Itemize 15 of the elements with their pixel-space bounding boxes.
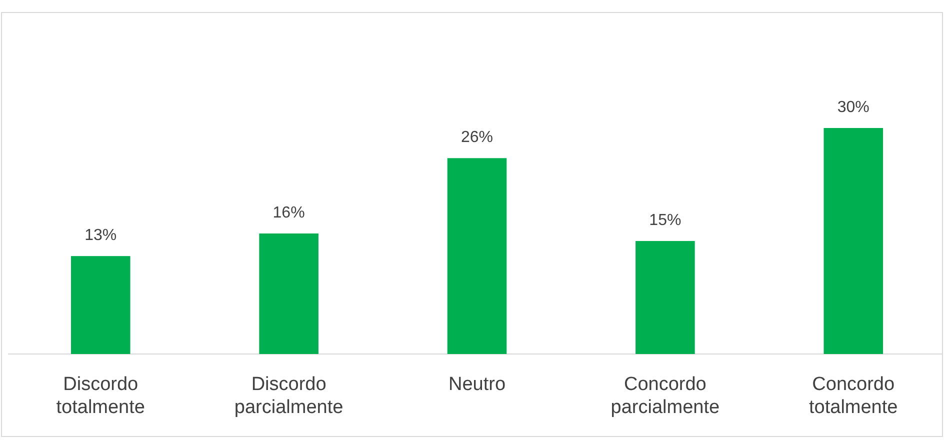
x-tick-label: Discordo totalmente [56,374,145,418]
data-label: 15% [649,212,682,229]
x-tick-label: Concordo totalmente [809,374,898,418]
data-label: 13% [84,227,117,244]
bar [447,158,507,354]
data-label: 26% [460,129,494,146]
data-label: 30% [837,99,870,116]
x-tick-label: Neutro [448,374,506,395]
bar [259,233,318,354]
data-label: 16% [272,204,305,222]
x-tick-label: Concordo parcialmente [610,374,720,418]
bar [824,128,884,354]
bar [70,256,130,354]
x-tick-label: Discordo parcialmente [234,374,344,418]
bar [636,241,695,354]
